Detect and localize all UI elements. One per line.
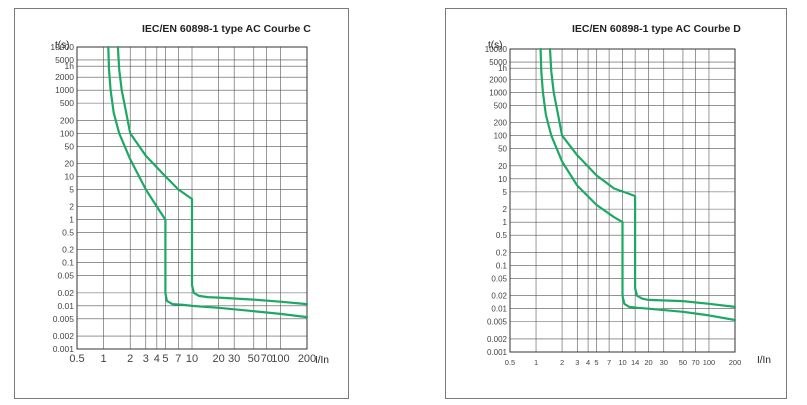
y-tick-label: 0.2	[62, 245, 74, 255]
chart-title: IEC/EN 60898-1 type AC Courbe D	[572, 23, 741, 35]
x-tick-label: 0.5	[69, 353, 84, 365]
y-tick-label: 5	[69, 184, 74, 194]
chart-title: IEC/EN 60898-1 type AC Courbe C	[142, 23, 311, 35]
y-tick-label: 50	[498, 145, 507, 154]
y-tick-label: 200	[494, 119, 508, 128]
x-tick-label: 14	[631, 358, 639, 367]
y-axis-label: t(s)	[55, 40, 70, 51]
y-tick-label: 10000	[50, 42, 74, 52]
y-tick-label: 100	[60, 128, 74, 138]
x-tick-label: 3	[143, 353, 149, 365]
y-tick-label: 1	[503, 218, 508, 227]
x-axis-label: I/In	[757, 355, 771, 366]
y-tick-label: 1	[69, 215, 74, 225]
x-tick-label: 4	[586, 358, 590, 367]
y-tick-label: 500	[60, 98, 74, 108]
x-tick-label: 30	[660, 358, 668, 367]
x-tick-label: 5	[594, 358, 598, 367]
y-tick-label: 10000	[485, 45, 508, 54]
y-tick-label: 0.5	[496, 231, 508, 240]
y-tick-label: 0.01	[491, 305, 507, 314]
y-tick-label: 20	[498, 162, 507, 171]
x-tick-label: 3	[575, 358, 579, 367]
y-tick-label: 0.01	[57, 301, 74, 311]
x-tick-label: 50	[248, 353, 260, 365]
y-tick-label: 20	[65, 158, 75, 168]
y-tick-label: 5	[503, 188, 508, 197]
series-line-lower-limit	[539, 47, 737, 322]
y-tick-label: 0.05	[57, 271, 74, 281]
x-tick-label: 1	[534, 358, 538, 367]
x-tick-label: 7	[175, 353, 181, 365]
y-tick-label: 0.1	[496, 261, 508, 270]
x-tick-label: 0.5	[505, 358, 515, 367]
y-tick-label: 0.005	[53, 314, 75, 324]
x-tick-label: 7	[607, 358, 611, 367]
y-tick-label: 2	[503, 205, 508, 214]
y-tick-label: 0.02	[491, 292, 507, 301]
y-tick-label: 200	[60, 115, 74, 125]
y-tick-label: 5000	[55, 55, 74, 65]
x-tick-label: 20	[212, 353, 224, 365]
y-tick-label: 0.05	[491, 274, 507, 283]
x-tick-label: 50	[679, 358, 687, 367]
series-line-upper-limit	[548, 47, 737, 308]
y-tick-label: 2000	[489, 75, 507, 84]
y-tick-label: 0.005	[487, 318, 508, 327]
y-tick-label: 10	[65, 171, 75, 181]
y-tick-label: 1h	[65, 61, 75, 71]
x-tick-label: 200	[729, 358, 742, 367]
y-tick-label: 500	[494, 101, 508, 110]
x-axis-label: I/In	[315, 355, 329, 366]
x-tick-label: 70	[691, 358, 699, 367]
y-tick-label: 0.02	[57, 288, 74, 298]
y-tick-label: 1000	[489, 88, 507, 97]
series-line-lower-limit	[107, 45, 309, 319]
x-tick-label: 10	[186, 353, 198, 365]
plot-frame	[76, 46, 308, 350]
y-tick-label: 0.002	[487, 335, 508, 344]
x-tick-label: 200	[298, 353, 316, 365]
y-tick-label: 0.2	[496, 248, 508, 257]
y-tick-label: 50	[65, 141, 75, 151]
x-tick-label: 30	[228, 353, 240, 365]
x-tick-label: 70	[261, 353, 273, 365]
y-tick-label: 1000	[55, 85, 74, 95]
x-tick-label: 5	[162, 353, 168, 365]
y-tick-label: 100	[494, 132, 508, 141]
y-tick-label: 0.001	[53, 344, 75, 354]
plot-frame	[509, 48, 736, 353]
chart-panel-courbe-d: IEC/EN 60898-1 type AC Courbe D t(s) I/I…	[445, 8, 787, 399]
y-tick-label: 1h	[498, 64, 507, 73]
y-tick-label: 0.5	[62, 228, 74, 238]
chart-plot-courbe-d: 0.5 1 2 3 4 5 7 10 14 20 30 50 70 100 2001000050001h20…	[485, 45, 742, 367]
y-tick-label: 0.001	[487, 348, 508, 357]
x-tick-label: 100	[703, 358, 716, 367]
x-tick-label: 2	[127, 353, 133, 365]
x-tick-label: 4	[154, 353, 160, 365]
x-tick-label: 10	[618, 358, 626, 367]
y-axis-label: t(s)	[488, 40, 503, 51]
y-tick-label: 2000	[55, 72, 74, 82]
y-tick-label: 0.1	[62, 258, 74, 268]
x-tick-label: 1	[101, 353, 107, 365]
y-tick-label: 2	[69, 202, 74, 212]
y-tick-label: 5000	[489, 58, 507, 67]
x-tick-label: 20	[644, 358, 652, 367]
y-tick-label: 0.002	[53, 331, 75, 341]
chart-panel-courbe-c: IEC/EN 60898-1 type AC Courbe C t(s) I/I…	[14, 8, 349, 399]
series-line-upper-limit	[116, 45, 309, 306]
y-tick-label: 10	[498, 175, 507, 184]
x-tick-label: 100	[271, 353, 289, 365]
x-tick-label: 2	[560, 358, 564, 367]
